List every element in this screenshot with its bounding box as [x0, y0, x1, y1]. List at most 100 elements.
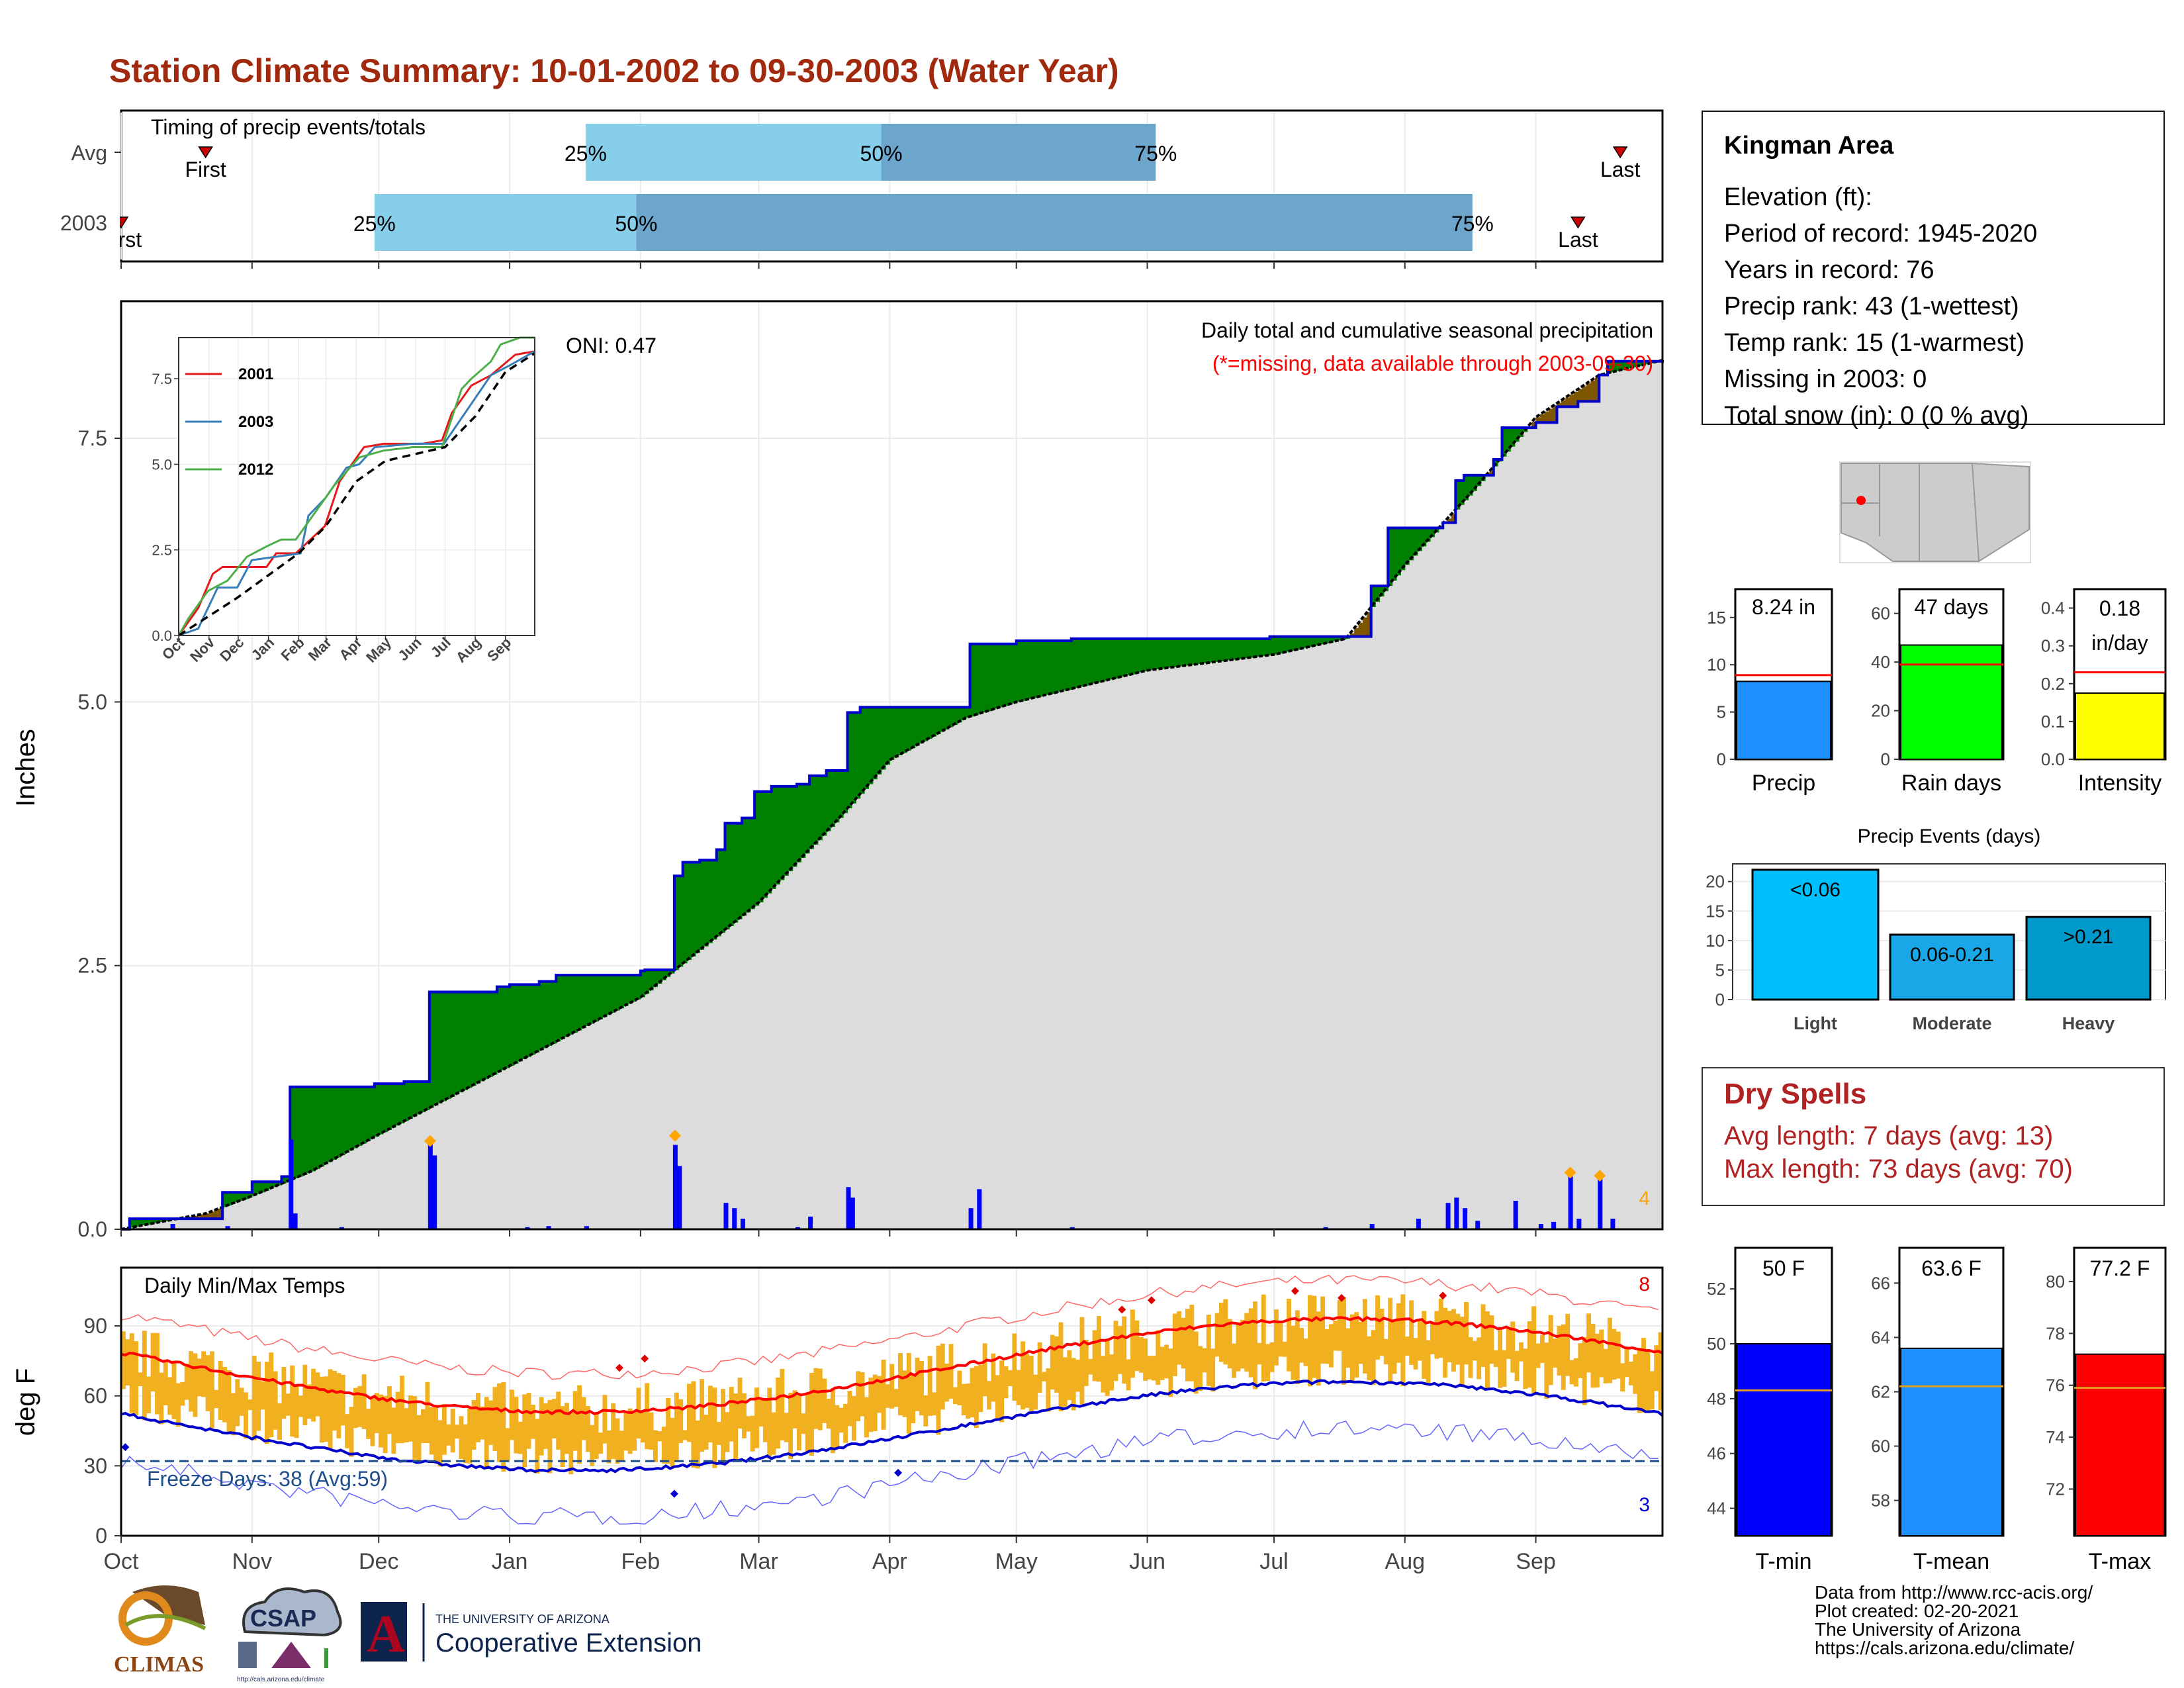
above-normal-fill — [780, 786, 785, 880]
month-tick-label: Feb — [621, 1549, 660, 1574]
daily-temp-bar — [721, 1389, 725, 1465]
daily-temp-bar — [1244, 1313, 1250, 1372]
daily-temp-bar — [425, 1382, 430, 1444]
above-normal-fill — [1624, 361, 1629, 369]
daily-temp-bar — [1147, 1356, 1152, 1380]
above-normal-fill — [767, 791, 772, 894]
daily-temp-bar — [615, 1418, 620, 1464]
daily-temp-bar — [564, 1403, 569, 1454]
above-normal-fill — [1075, 638, 1081, 688]
above-normal-fill — [1007, 643, 1013, 705]
daily-temp-bar — [535, 1419, 540, 1474]
above-normal-fill — [1468, 475, 1473, 496]
daily-precip-bar — [225, 1226, 230, 1229]
above-normal-fill — [741, 818, 747, 916]
daily-temp-bar — [306, 1384, 312, 1419]
above-normal-fill — [1092, 638, 1097, 684]
daily-temp-bar — [142, 1331, 147, 1421]
above-normal-fill — [750, 818, 755, 910]
above-normal-fill — [1122, 638, 1127, 677]
daily-temp-bar — [1345, 1328, 1351, 1368]
daily-temp-bar — [1227, 1319, 1232, 1369]
daily-temp-bar — [218, 1360, 223, 1420]
daily-temp-bar — [1253, 1301, 1257, 1389]
precip-frame — [120, 300, 1664, 1231]
daily-temp-bar — [1185, 1309, 1190, 1382]
above-normal-fill — [230, 1192, 236, 1204]
daily-temp-bar — [1096, 1315, 1101, 1382]
daily-precip-bar — [846, 1187, 851, 1229]
above-normal-fill — [940, 707, 945, 732]
mini-bar-y-tick-label: 0.2 — [2041, 674, 2065, 694]
daily-temp-bar — [1527, 1321, 1532, 1388]
above-normal-fill — [273, 1182, 278, 1188]
daily-temp-bar — [222, 1366, 228, 1423]
daily-temp-bar — [256, 1362, 261, 1431]
above-normal-fill — [661, 970, 666, 980]
normal-cumulative-area — [121, 360, 1662, 1229]
mini-bar-y-tick-label: 60 — [1871, 604, 1890, 624]
daily-temp-bar — [1586, 1313, 1592, 1373]
daily-temp-bar — [556, 1391, 561, 1450]
above-normal-fill — [383, 1084, 388, 1133]
above-normal-fill — [425, 1081, 430, 1110]
daily-temp-bar — [475, 1393, 480, 1442]
daily-temp-bar — [649, 1412, 654, 1450]
daily-temp-bar — [155, 1333, 159, 1415]
daily-temp-bar — [244, 1392, 248, 1439]
record-high-marker — [1147, 1296, 1156, 1305]
above-normal-fill — [551, 981, 557, 1044]
above-normal-fill — [813, 775, 819, 845]
daily-temp-bar — [281, 1367, 287, 1419]
state-border-lines — [1841, 463, 1979, 562]
mini-bar-value — [1736, 680, 1831, 760]
precip-events-title: Precip Events (days) — [1858, 825, 2041, 847]
above-normal-fill — [446, 992, 451, 1100]
daily-temp-bar — [940, 1343, 945, 1410]
daily-temp-bar — [209, 1351, 214, 1429]
daily-temp-bar — [1160, 1346, 1165, 1380]
daily-temp-bar — [374, 1393, 379, 1433]
daily-precip-bar — [1475, 1221, 1480, 1229]
ua-name-text: THE UNIVERSITY OF ARIZONA — [435, 1613, 610, 1626]
daily-temp-bar — [150, 1333, 156, 1391]
daily-temp-bar — [1113, 1321, 1118, 1382]
daily-temp-bar — [269, 1352, 274, 1438]
above-normal-fill — [944, 707, 950, 730]
above-normal-fill — [496, 986, 502, 1073]
temp-bar-y-tick-label: 60 — [1871, 1436, 1890, 1456]
above-normal-fill — [1193, 638, 1199, 665]
record-max-line — [120, 1274, 1659, 1380]
daily-temp-bar — [1578, 1343, 1583, 1378]
daily-temp-bar — [1105, 1340, 1110, 1396]
daily-temp-bar — [361, 1374, 367, 1429]
daily-temp-bar — [125, 1339, 130, 1386]
above-normal-fill — [484, 992, 489, 1080]
daily-temp-bar — [598, 1432, 603, 1454]
csap-logo-text: CSAP — [250, 1605, 316, 1632]
above-normal-fill — [1160, 638, 1165, 669]
above-normal-fill — [361, 1086, 367, 1144]
above-normal-fill — [1062, 641, 1068, 691]
daily-temp-bar — [911, 1373, 916, 1424]
above-normal-fill — [1113, 638, 1118, 679]
timing-panel-label: Timing of precip events/totals — [151, 115, 426, 139]
above-normal-fill — [1130, 638, 1135, 675]
above-normal-fill — [1514, 428, 1520, 442]
above-normal-fill — [640, 970, 645, 998]
daily-temp-bar — [1291, 1325, 1296, 1380]
month-tick-label: May — [995, 1549, 1038, 1574]
above-normal-fill — [682, 862, 688, 964]
above-normal-fill — [978, 643, 983, 714]
above-normal-fill — [1422, 528, 1427, 547]
daily-temp-bar — [505, 1428, 510, 1462]
daily-temp-bar — [1569, 1360, 1574, 1385]
below-normal-fill — [201, 1214, 206, 1219]
daily-temp-bar — [1477, 1337, 1482, 1380]
above-normal-fill — [572, 975, 578, 1033]
above-normal-fill — [416, 1081, 422, 1115]
above-normal-fill — [1126, 638, 1131, 676]
daily-temp-bar — [340, 1374, 345, 1426]
above-normal-fill — [1105, 638, 1110, 681]
